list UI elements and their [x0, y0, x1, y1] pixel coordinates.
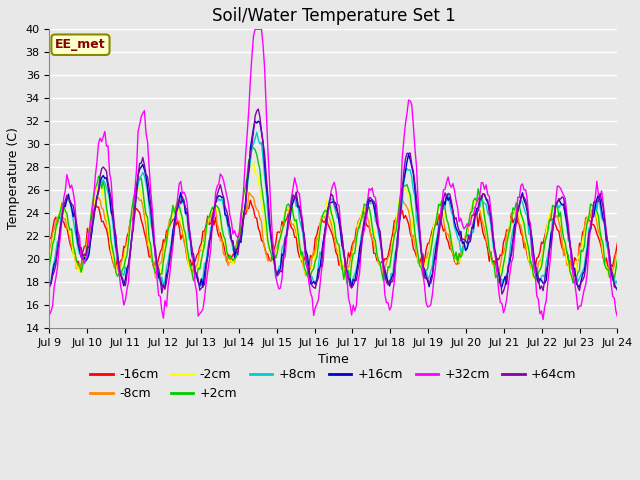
+64cm: [115, 264, 123, 270]
-2cm: [115, 269, 123, 275]
+8cm: [614, 277, 621, 283]
-8cm: [585, 216, 593, 222]
+64cm: [215, 187, 223, 192]
-2cm: [585, 214, 593, 219]
X-axis label: Time: Time: [318, 353, 349, 366]
-2cm: [45, 258, 53, 264]
+8cm: [198, 283, 205, 289]
Line: +32cm: +32cm: [49, 29, 618, 320]
+64cm: [498, 291, 506, 297]
+2cm: [45, 262, 53, 268]
+16cm: [296, 204, 303, 209]
-16cm: [246, 197, 254, 203]
+32cm: [296, 191, 303, 196]
-16cm: [236, 231, 243, 237]
-8cm: [45, 246, 53, 252]
-16cm: [112, 266, 120, 272]
+16cm: [255, 118, 262, 124]
Title: Soil/Water Temperature Set 1: Soil/Water Temperature Set 1: [212, 7, 455, 25]
+32cm: [215, 181, 223, 187]
+32cm: [45, 312, 53, 317]
-2cm: [250, 160, 257, 166]
+16cm: [584, 247, 591, 253]
Line: +8cm: +8cm: [49, 132, 618, 286]
Line: -16cm: -16cm: [49, 200, 618, 269]
Line: +16cm: +16cm: [49, 121, 618, 290]
+32cm: [614, 314, 621, 320]
+8cm: [236, 237, 243, 243]
-8cm: [115, 272, 123, 278]
Text: EE_met: EE_met: [55, 38, 106, 51]
+8cm: [297, 222, 305, 228]
+2cm: [215, 205, 223, 211]
-2cm: [243, 176, 251, 182]
+32cm: [540, 317, 547, 323]
+8cm: [253, 130, 260, 135]
-16cm: [216, 230, 224, 236]
-16cm: [245, 205, 253, 211]
+8cm: [115, 262, 123, 268]
Line: -8cm: -8cm: [49, 192, 618, 279]
+32cm: [234, 235, 241, 240]
+16cm: [243, 178, 251, 183]
Line: +2cm: +2cm: [49, 147, 618, 283]
+2cm: [585, 214, 593, 219]
-2cm: [614, 255, 621, 261]
+2cm: [296, 240, 303, 246]
+64cm: [585, 229, 593, 235]
Y-axis label: Temperature (C): Temperature (C): [7, 128, 20, 229]
+2cm: [115, 271, 123, 276]
+2cm: [343, 280, 351, 286]
+32cm: [585, 243, 593, 249]
Line: +64cm: +64cm: [49, 109, 618, 294]
-8cm: [243, 208, 251, 214]
+32cm: [115, 269, 123, 275]
-16cm: [117, 258, 125, 264]
-16cm: [585, 218, 593, 224]
+8cm: [245, 171, 253, 177]
+16cm: [234, 246, 241, 252]
-16cm: [614, 240, 621, 246]
Line: -2cm: -2cm: [49, 163, 618, 280]
-8cm: [296, 246, 303, 252]
-2cm: [215, 206, 223, 212]
+64cm: [243, 180, 251, 186]
+8cm: [585, 225, 593, 231]
+64cm: [614, 286, 621, 291]
+2cm: [614, 257, 621, 263]
+16cm: [45, 279, 53, 285]
+32cm: [252, 26, 259, 32]
+16cm: [115, 268, 123, 274]
+64cm: [296, 206, 303, 212]
+32cm: [243, 131, 251, 136]
-8cm: [234, 242, 241, 248]
-8cm: [245, 190, 253, 195]
+64cm: [45, 284, 53, 290]
+2cm: [234, 237, 241, 242]
+16cm: [215, 193, 223, 199]
-16cm: [45, 236, 53, 242]
-2cm: [234, 238, 241, 244]
-8cm: [215, 226, 223, 232]
+2cm: [243, 173, 251, 179]
-2cm: [296, 242, 303, 248]
-8cm: [342, 276, 349, 282]
+16cm: [614, 288, 621, 293]
-8cm: [614, 251, 621, 256]
-2cm: [342, 277, 349, 283]
+64cm: [234, 252, 241, 258]
+8cm: [45, 278, 53, 284]
+64cm: [255, 106, 262, 112]
+2cm: [248, 144, 256, 150]
Legend: -16cm, -8cm, -2cm, +2cm, +8cm, +16cm, +32cm, +64cm: -16cm, -8cm, -2cm, +2cm, +8cm, +16cm, +3…: [85, 363, 582, 405]
+8cm: [216, 198, 224, 204]
-16cm: [297, 256, 305, 262]
